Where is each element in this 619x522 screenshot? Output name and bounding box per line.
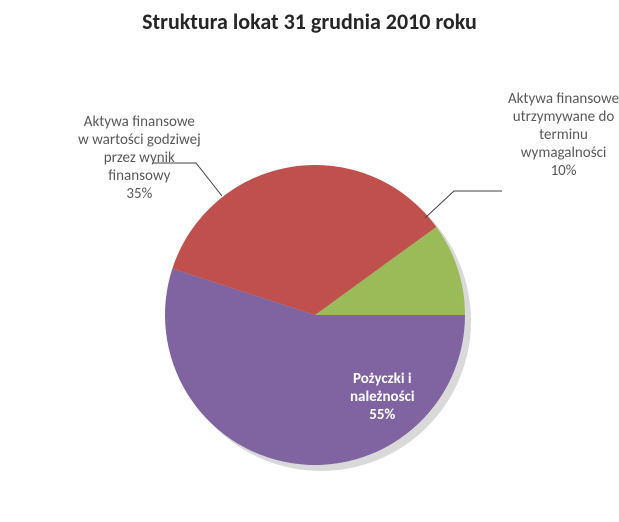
label-loans-and-receivables: Pożyczki i należności 55%: [350, 370, 415, 424]
label-fair-value-through-pl: Aktywa finansowe w wartości godziwej prz…: [78, 113, 201, 203]
chart-title: Struktura lokat 31 grudnia 2010 roku: [0, 0, 619, 35]
label-held-to-maturity: Aktywa finansowe utrzymywane do terminu …: [508, 90, 619, 180]
pie-chart: Aktywa finansowe utrzymywane do terminu …: [0, 35, 619, 515]
